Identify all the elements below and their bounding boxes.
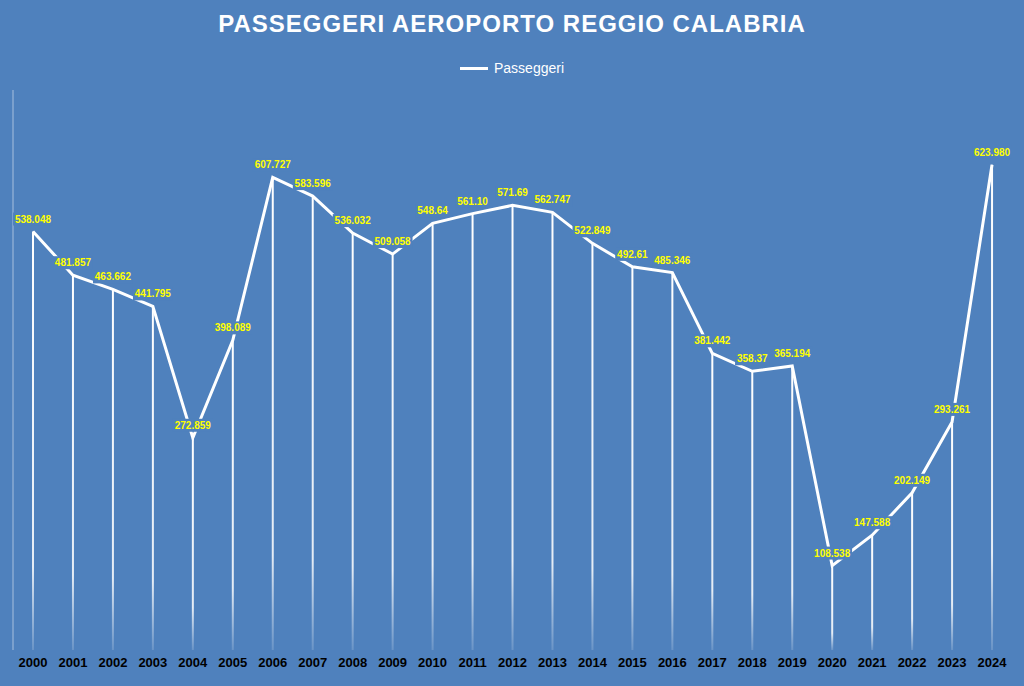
svg-text:2012: 2012 (498, 655, 527, 670)
svg-text:202.149: 202.149 (894, 475, 931, 486)
svg-text:365.194: 365.194 (774, 348, 811, 359)
svg-text:562.747: 562.747 (534, 194, 571, 205)
svg-text:2018: 2018 (738, 655, 767, 670)
svg-text:485.346: 485.346 (654, 255, 691, 266)
svg-text:509.058: 509.058 (375, 236, 412, 247)
svg-text:108.538: 108.538 (814, 548, 851, 559)
svg-text:492.61: 492.61 (617, 249, 648, 260)
svg-text:2015: 2015 (618, 655, 647, 670)
svg-text:2013: 2013 (538, 655, 567, 670)
svg-text:2001: 2001 (58, 655, 87, 670)
svg-text:2006: 2006 (258, 655, 287, 670)
svg-text:2019: 2019 (778, 655, 807, 670)
svg-text:2023: 2023 (938, 655, 967, 670)
svg-text:548.64: 548.64 (417, 205, 448, 216)
svg-text:571.69: 571.69 (497, 187, 528, 198)
svg-text:2016: 2016 (658, 655, 687, 670)
svg-text:2003: 2003 (138, 655, 167, 670)
svg-text:538.048: 538.048 (15, 214, 52, 225)
svg-text:147.588: 147.588 (854, 517, 891, 528)
svg-text:522.849: 522.849 (574, 225, 611, 236)
svg-text:2014: 2014 (578, 655, 608, 670)
svg-text:607.727: 607.727 (255, 159, 292, 170)
svg-text:463.662: 463.662 (95, 271, 132, 282)
svg-text:481.857: 481.857 (55, 257, 92, 268)
svg-text:2007: 2007 (298, 655, 327, 670)
svg-text:2005: 2005 (218, 655, 247, 670)
html-text:Passeggeri: Passeggeri (494, 60, 564, 76)
svg-text:2022: 2022 (898, 655, 927, 670)
svg-text:2008: 2008 (338, 655, 367, 670)
svg-text:398.089: 398.089 (215, 322, 252, 333)
svg-text:2000: 2000 (19, 655, 48, 670)
svg-text:2002: 2002 (98, 655, 127, 670)
svg-text:2020: 2020 (818, 655, 847, 670)
svg-text:2011: 2011 (458, 655, 486, 670)
svg-text:623.980: 623.980 (974, 147, 1011, 158)
svg-text:2024: 2024 (978, 655, 1008, 670)
svg-text:2004: 2004 (178, 655, 208, 670)
svg-text:2010: 2010 (418, 655, 447, 670)
svg-text:358.37: 358.37 (737, 353, 768, 364)
html-text:PASSEGGERI AEROPORTO REGGIO CA: PASSEGGERI AEROPORTO REGGIO CALABRIA (218, 10, 806, 37)
svg-text:561.10: 561.10 (457, 196, 488, 207)
svg-text:441.795: 441.795 (135, 288, 172, 299)
svg-text:272.859: 272.859 (175, 420, 212, 431)
svg-text:381.442: 381.442 (694, 335, 731, 346)
svg-text:536.032: 536.032 (335, 215, 372, 226)
svg-text:583.596: 583.596 (295, 178, 332, 189)
svg-text:293.261: 293.261 (934, 404, 971, 415)
svg-text:2021: 2021 (858, 655, 887, 670)
svg-text:2017: 2017 (698, 655, 727, 670)
svg-text:2009: 2009 (378, 655, 407, 670)
